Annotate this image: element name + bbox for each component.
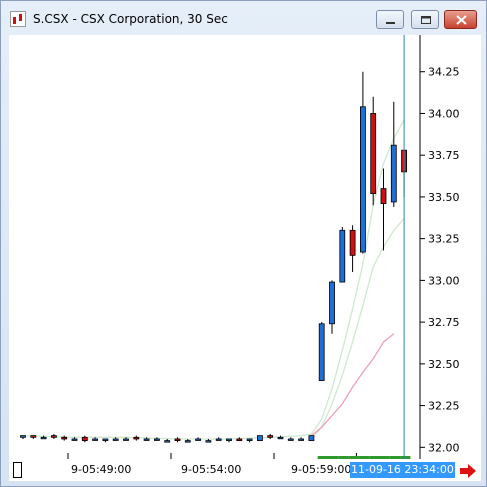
candle-body — [92, 438, 98, 441]
candle-body — [256, 435, 263, 442]
price-tick-label: 33.50 — [428, 191, 460, 204]
minimize-icon — [386, 22, 395, 24]
maximize-button[interactable] — [411, 10, 439, 29]
candle-body — [71, 438, 78, 441]
minimize-button[interactable] — [376, 10, 404, 29]
candle-body — [81, 436, 88, 442]
price-tick-label: 34.00 — [428, 107, 460, 120]
volume-bar — [348, 456, 359, 459]
volume-bar — [358, 456, 370, 459]
candle-body — [390, 144, 397, 203]
close-icon — [456, 15, 467, 25]
candle-body — [40, 436, 47, 440]
candle-body — [329, 281, 335, 325]
price-tick-label: 34.25 — [428, 66, 460, 79]
candle-body — [143, 438, 150, 441]
candle-body — [267, 435, 274, 438]
volume-bar — [369, 456, 380, 459]
candle-body — [164, 440, 171, 443]
candle-body — [174, 438, 181, 442]
volume-bar — [317, 456, 328, 459]
moving-average-fast — [22, 119, 405, 440]
candle-body — [236, 438, 243, 442]
candle-body — [123, 438, 129, 441]
candle-body — [102, 438, 109, 442]
candle-body — [308, 435, 315, 442]
moving-average-slow — [310, 333, 395, 437]
candle-body — [298, 438, 305, 441]
current-time-label: 11-09-16 23:34:00 — [350, 462, 455, 478]
scroll-box[interactable] — [13, 462, 22, 478]
price-chart[interactable]: 34.25 34.00 33.75 33.50 33.25 33.00 32.75 32.50… — [9, 35, 481, 459]
candle-body — [61, 436, 68, 440]
candle-body — [133, 436, 140, 440]
moving-average-medium — [310, 218, 405, 440]
candle-body — [195, 438, 202, 441]
price-tick-label: 33.25 — [428, 233, 460, 246]
candle-body — [380, 188, 387, 204]
price-tick-label: 32.00 — [428, 441, 460, 454]
close-button[interactable] — [444, 10, 477, 29]
window-title: S.CSX - CSX Corporation, 30 Sec — [33, 12, 228, 26]
price-tick-label: 33.00 — [428, 274, 460, 287]
arrow-right-icon[interactable] — [460, 464, 476, 478]
candle-body — [370, 113, 377, 194]
chart-app-icon — [10, 11, 26, 27]
volume-bar — [400, 456, 411, 459]
candle-body — [287, 438, 294, 441]
time-label: 9-05:54:00 — [181, 463, 242, 476]
time-axis[interactable]: 9-05:49:00 9-05:54:00 9-05:59:00 11-09-1… — [9, 459, 481, 481]
candle-body — [359, 106, 366, 253]
candle-body — [205, 440, 212, 443]
price-tick-label: 32.25 — [428, 400, 460, 413]
candle-body — [318, 323, 325, 381]
price-tick-label: 33.75 — [428, 149, 460, 162]
candle-body — [30, 435, 37, 438]
volume-bar — [379, 456, 390, 459]
time-label: 9-05:49:00 — [71, 463, 132, 476]
volume-bar — [338, 456, 349, 459]
maximize-icon — [421, 16, 431, 24]
candle-body — [112, 438, 119, 441]
candle-body — [226, 438, 232, 442]
price-tick-label: 32.75 — [428, 316, 460, 329]
candle-body — [153, 438, 160, 441]
title-bar[interactable]: S.CSX - CSX Corporation, 30 Sec — [1, 1, 486, 35]
candle-body — [246, 438, 253, 442]
time-label: 9-05:59:00 — [291, 463, 352, 476]
candle-body — [184, 440, 191, 443]
candle-body — [349, 229, 356, 256]
price-tick-label: 32.50 — [428, 358, 460, 371]
candle-body — [339, 229, 346, 283]
volume-bar — [328, 456, 339, 459]
candle-body — [51, 435, 57, 438]
chart-area[interactable]: 34.25 34.00 33.75 33.50 33.25 33.00 32.75 32.50… — [9, 35, 481, 481]
candle-body — [215, 438, 222, 441]
candle-body — [20, 435, 26, 438]
candle-body — [277, 436, 284, 440]
volume-bar — [389, 456, 401, 459]
